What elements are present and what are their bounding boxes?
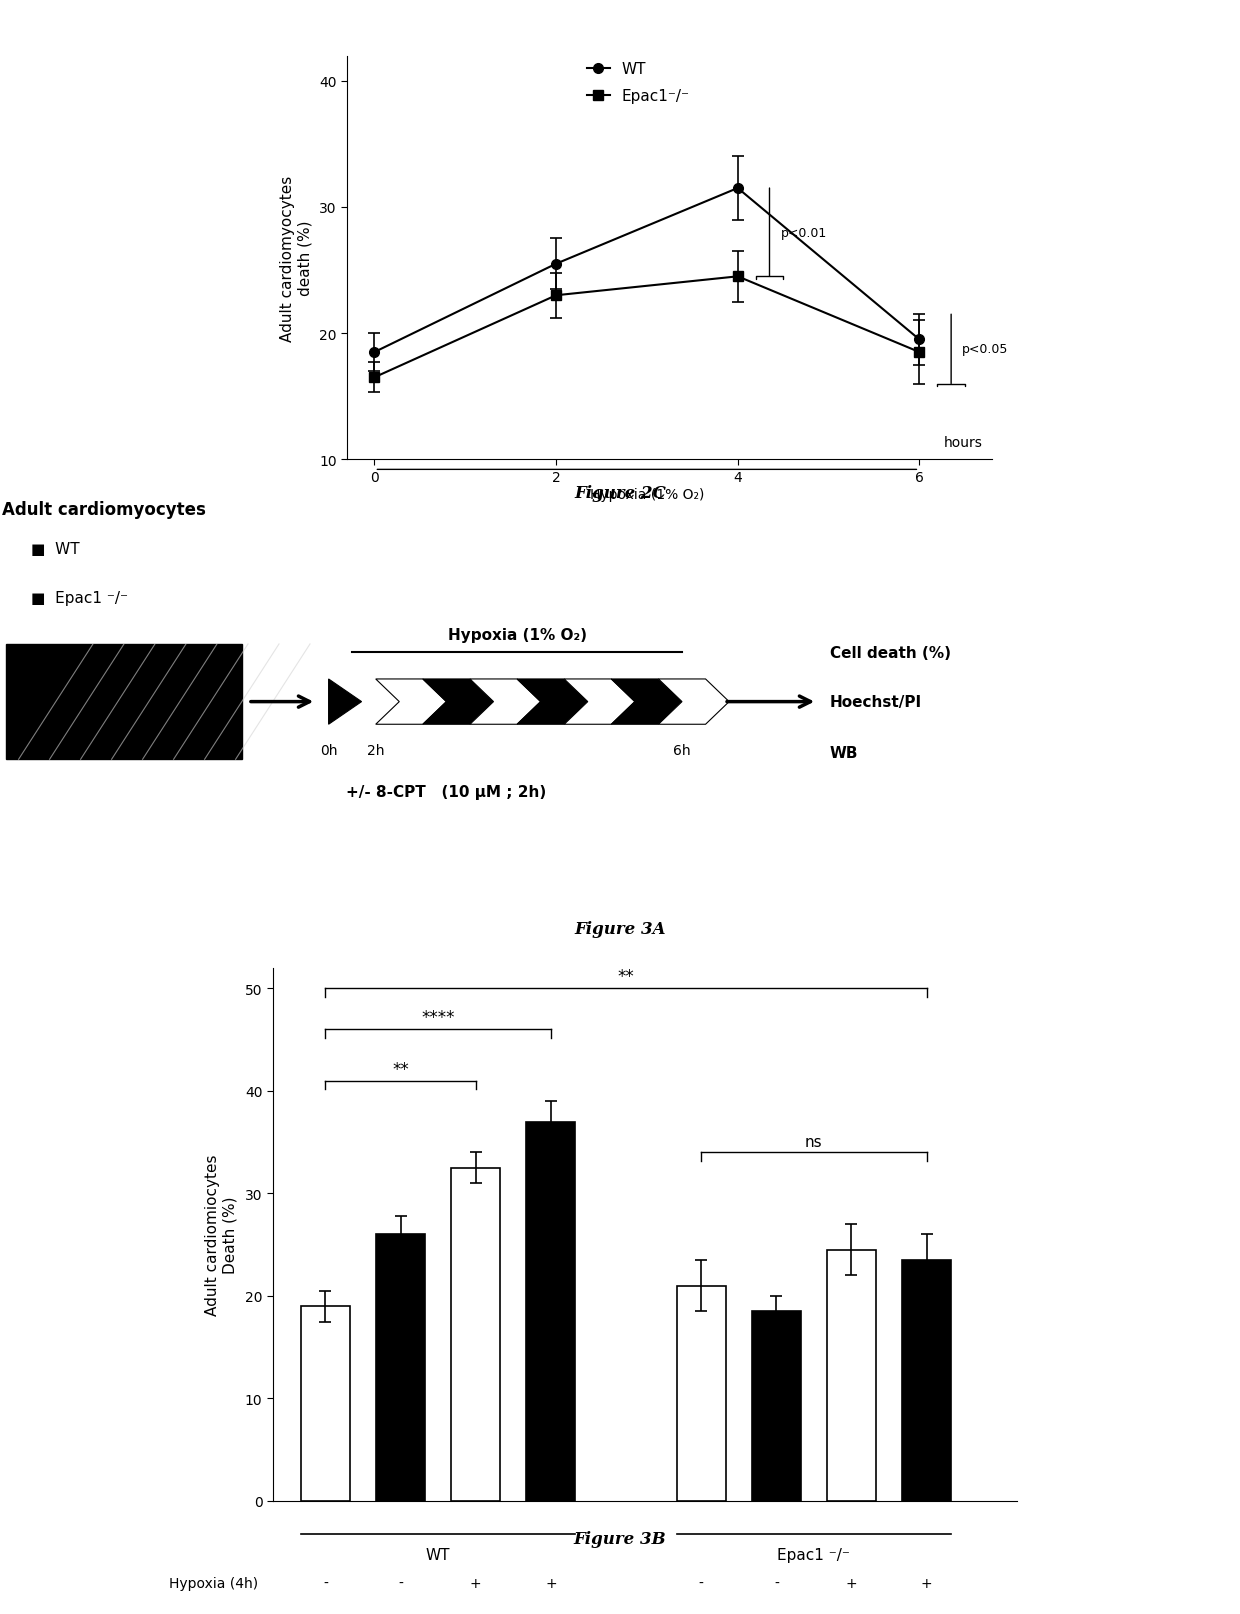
- Bar: [527, 1122, 575, 1501]
- Text: **: **: [392, 1060, 409, 1078]
- Text: +/- 8-CPT   (10 μM ; 2h): +/- 8-CPT (10 μM ; 2h): [346, 784, 547, 799]
- Text: Hypoxia (1% O₂): Hypoxia (1% O₂): [590, 487, 704, 502]
- Polygon shape: [376, 679, 446, 725]
- Text: WB: WB: [830, 746, 858, 760]
- Text: ****: ****: [422, 1009, 455, 1027]
- Text: 2h: 2h: [367, 744, 384, 757]
- Text: -: -: [398, 1575, 403, 1590]
- Text: 8-CPT: 8-CPT: [217, 1612, 258, 1614]
- Text: +: +: [921, 1575, 932, 1590]
- Text: p<0.05: p<0.05: [962, 344, 1008, 357]
- Text: -: -: [774, 1575, 779, 1590]
- Text: Hypoxia (4h): Hypoxia (4h): [169, 1575, 258, 1590]
- Polygon shape: [564, 679, 635, 725]
- Polygon shape: [517, 679, 588, 725]
- Bar: [301, 1306, 350, 1501]
- Text: -: -: [698, 1612, 703, 1614]
- Text: +: +: [770, 1612, 782, 1614]
- Text: +: +: [846, 1575, 857, 1590]
- Polygon shape: [423, 679, 494, 725]
- Bar: [6, 644, 242, 760]
- Legend: WT, Epac1⁻/⁻: WT, Epac1⁻/⁻: [580, 56, 696, 110]
- Text: -: -: [474, 1612, 479, 1614]
- Bar: [376, 1235, 425, 1501]
- Text: ns: ns: [805, 1135, 822, 1149]
- Bar: [751, 1312, 801, 1501]
- Polygon shape: [611, 679, 682, 725]
- Text: -: -: [322, 1612, 327, 1614]
- Text: +: +: [546, 1612, 557, 1614]
- Text: hours: hours: [944, 436, 983, 450]
- Text: -: -: [849, 1612, 854, 1614]
- Bar: [903, 1261, 951, 1501]
- Bar: [677, 1286, 725, 1501]
- Y-axis label: Adult cardiomiocytes
Death (%): Adult cardiomiocytes Death (%): [206, 1154, 238, 1315]
- Text: Figure 2C: Figure 2C: [574, 484, 666, 502]
- Text: +: +: [470, 1575, 481, 1590]
- Text: +: +: [546, 1575, 557, 1590]
- Bar: [451, 1169, 500, 1501]
- Text: p<0.01: p<0.01: [780, 226, 827, 239]
- Text: Adult cardiomyocytes: Adult cardiomyocytes: [2, 500, 206, 518]
- Polygon shape: [329, 679, 362, 725]
- Y-axis label: Adult cardiomyocytes
death (%): Adult cardiomyocytes death (%): [280, 176, 312, 341]
- Bar: [827, 1251, 875, 1501]
- Text: WT: WT: [425, 1548, 450, 1562]
- Text: +: +: [921, 1612, 932, 1614]
- Text: 6h: 6h: [673, 744, 691, 757]
- Text: Figure 3B: Figure 3B: [574, 1530, 666, 1548]
- Text: ■  Epac1 ⁻/⁻: ■ Epac1 ⁻/⁻: [31, 591, 128, 605]
- Text: Cell death (%): Cell death (%): [830, 646, 951, 662]
- Polygon shape: [470, 679, 541, 725]
- Polygon shape: [658, 679, 729, 725]
- Text: Hoechst/PI: Hoechst/PI: [830, 694, 921, 710]
- Text: Hypoxia (1% O₂): Hypoxia (1% O₂): [448, 628, 587, 642]
- Text: Epac1 ⁻/⁻: Epac1 ⁻/⁻: [777, 1548, 851, 1562]
- Text: 0h: 0h: [320, 744, 337, 757]
- Text: +: +: [394, 1612, 407, 1614]
- Text: ■  WT: ■ WT: [31, 542, 79, 557]
- Text: Figure 3A: Figure 3A: [574, 920, 666, 938]
- Text: -: -: [698, 1575, 703, 1590]
- Text: -: -: [322, 1575, 327, 1590]
- Text: **: **: [618, 968, 635, 986]
